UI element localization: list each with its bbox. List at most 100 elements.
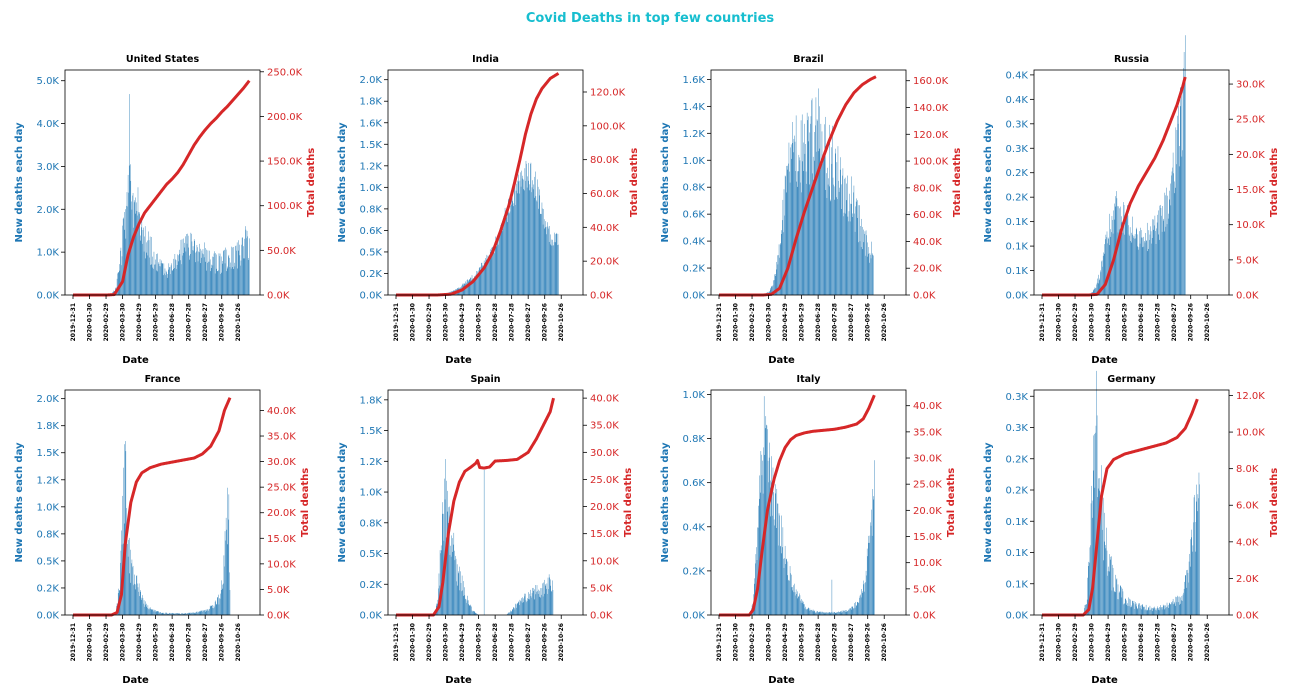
right-tick-label: 50.0K (267, 246, 296, 257)
x-tick-label: 2020-03-30 (766, 303, 773, 341)
left-tick-label: 2.0K (37, 394, 60, 405)
x-tick-label: 2020-07-28 (1155, 303, 1162, 341)
left-tick-label: 0.4K (1006, 70, 1029, 81)
panel-title: Italy (797, 374, 822, 385)
right-tick-label: 12.0K (1236, 391, 1265, 402)
panel-title: Spain (470, 374, 500, 385)
panel-brazil: Brazil 0.0K 0.2K 0.4K 0.6K 0.8K 1.0K 1.2K 1.4K 1.… (660, 54, 963, 366)
x-tick-label: 2020-04-29 (782, 303, 789, 341)
panel-title: United States (126, 54, 200, 65)
x-tick-label: 2019-12-31 (716, 623, 723, 661)
x-tick-label: 2020-08-27 (202, 623, 209, 661)
right-tick-label: 0.0K (267, 611, 290, 622)
total-deaths-line (395, 397, 555, 617)
right-tick-label: 8.0K (1236, 464, 1259, 475)
left-tick-label: 0.4K (1006, 95, 1029, 106)
x-tick-label: 2020-03-30 (766, 623, 773, 661)
right-tick-label: 160.0K (913, 76, 949, 87)
total-deaths-line (1041, 398, 1199, 617)
left-tick-label: 0.2K (683, 566, 706, 577)
left-tick-label: 4.0K (37, 119, 60, 130)
x-tick-label: 2020-04-29 (459, 303, 466, 341)
x-tick-label: 2020-04-29 (136, 623, 143, 661)
plot-frame (64, 389, 261, 616)
left-tick-label: 0.4K (683, 522, 706, 533)
right-tick-label: 140.0K (913, 103, 949, 114)
left-tick-label: 1.0K (360, 488, 383, 499)
right-tick-label: 0.0K (1236, 611, 1259, 622)
panel-title: Russia (1114, 54, 1149, 65)
x-tick-label: 2020-03-30 (1089, 623, 1096, 661)
x-tick-label: 2020-02-29 (749, 623, 756, 661)
right-axis-label: Total deaths (300, 468, 311, 537)
x-tick-label: 2020-07-28 (509, 623, 516, 661)
right-tick-label: 20.0K (267, 508, 296, 519)
panel-united-states: United States 0.0K 1.0K 2.0K 3.0K 4.0K 5.0K 0.0… (14, 54, 317, 366)
left-tick-label: 0.0K (683, 611, 706, 622)
right-tick-label: 80.0K (913, 183, 942, 194)
x-tick-label: 2020-02-29 (103, 623, 110, 661)
left-tick-label: 0.8K (683, 183, 706, 194)
right-tick-label: 0.0K (913, 611, 936, 622)
right-tick-label: 5.0K (913, 584, 936, 595)
x-tick-label: 2020-02-29 (103, 303, 110, 341)
right-tick-label: 2.0K (1236, 574, 1259, 585)
x-tick-label: 2020-10-26 (881, 623, 888, 661)
right-tick-label: 4.0K (1236, 537, 1259, 548)
left-tick-label: 0.0K (683, 291, 706, 302)
x-tick-label: 2020-08-27 (525, 623, 532, 661)
x-tick-label: 2020-06-28 (169, 303, 176, 341)
left-tick-label: 1.8K (360, 97, 383, 108)
left-tick-label: 0.2K (360, 269, 383, 280)
x-axis-label: Date (445, 675, 472, 686)
x-tick-label: 2020-01-30 (1056, 303, 1063, 341)
daily-bars (433, 459, 554, 615)
total-deaths-line (718, 394, 876, 617)
x-tick-label: 2020-03-30 (120, 303, 127, 341)
left-axis-label: New deaths each day (14, 442, 25, 563)
x-tick-label: 2020-03-30 (120, 623, 127, 661)
right-tick-label: 0.0K (1236, 291, 1259, 302)
daily-bars (1083, 370, 1200, 615)
x-tick-label: 2020-03-30 (1089, 303, 1096, 341)
x-axis-label: Date (768, 355, 795, 366)
x-tick-label: 2020-07-28 (509, 303, 516, 341)
x-tick-label: 2020-05-29 (799, 623, 806, 661)
left-tick-label: 0.5K (360, 549, 383, 560)
x-tick-label: 2020-01-30 (87, 623, 94, 661)
right-axis-label: Total deaths (1269, 468, 1280, 537)
left-tick-label: 1.8K (360, 395, 383, 406)
x-tick-label: 2019-12-31 (1039, 623, 1046, 661)
x-tick-label: 2020-06-28 (1138, 623, 1145, 661)
x-tick-label: 2019-12-31 (1039, 303, 1046, 341)
x-tick-label: 2020-04-29 (136, 303, 143, 341)
left-tick-label: 1.0K (360, 183, 383, 194)
right-tick-label: 80.0K (590, 155, 619, 166)
left-tick-label: 1.2K (360, 161, 383, 172)
right-tick-label: 20.0K (590, 502, 619, 513)
x-tick-label: 2020-10-26 (881, 303, 888, 341)
left-tick-label: 0.3K (1006, 119, 1029, 130)
left-tick-label: 0.5K (360, 247, 383, 258)
x-tick-label: 2020-01-30 (733, 623, 740, 661)
x-tick-label: 2020-07-28 (832, 303, 839, 341)
x-axis-label: Date (1091, 355, 1118, 366)
right-tick-label: 120.0K (913, 130, 949, 141)
plot-frame (1033, 389, 1230, 616)
left-tick-label: 1.5K (37, 448, 60, 459)
daily-bars (438, 160, 559, 295)
x-tick-label: 2020-02-29 (1072, 623, 1079, 661)
x-tick-label: 2020-06-28 (815, 303, 822, 341)
plot-frame (710, 69, 907, 296)
left-tick-label: 0.0K (37, 291, 60, 302)
left-tick-label: 1.5K (360, 426, 383, 437)
left-tick-label: 0.2K (1006, 454, 1029, 465)
left-tick-label: 1.2K (683, 129, 706, 140)
right-tick-label: 20.0K (1236, 150, 1265, 161)
right-tick-label: 200.0K (267, 112, 303, 123)
x-tick-label: 2020-08-27 (848, 303, 855, 341)
x-tick-label: 2020-02-29 (426, 303, 433, 341)
x-tick-label: 2020-09-26 (1188, 303, 1195, 341)
plot-frame (387, 69, 584, 296)
x-tick-label: 2020-04-29 (1105, 303, 1112, 341)
